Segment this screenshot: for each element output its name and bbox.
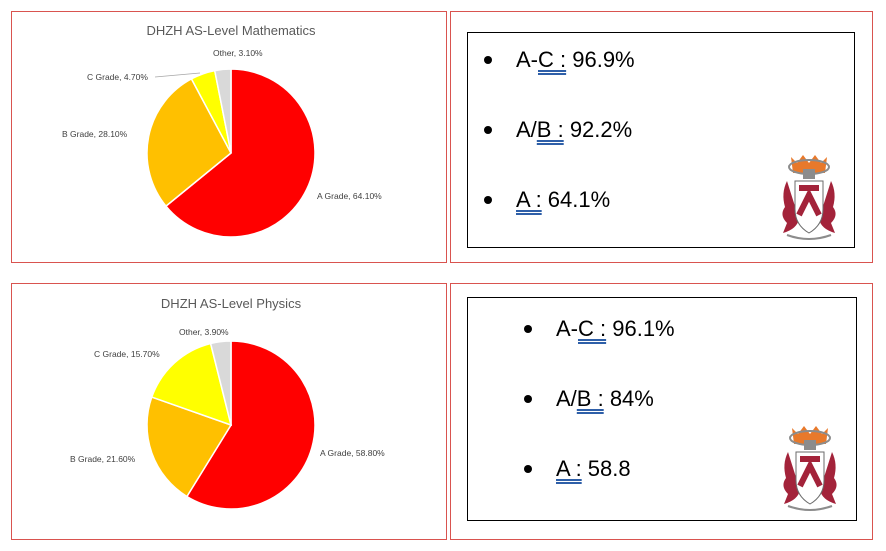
bullet-icon (524, 395, 532, 403)
stat-key: A- (556, 316, 578, 341)
bullet-icon (484, 56, 492, 64)
stat-key-underlined: A : (556, 456, 582, 481)
school-crest-icon (782, 155, 836, 240)
data-label: A Grade, 64.10% (317, 191, 382, 201)
data-label: C Grade, 15.70% (94, 349, 160, 359)
math-stats-panel: A-C : 96.9% A/B : 92.2% A : 64.1% (450, 11, 873, 263)
stat-row-a: A : 58.8 (524, 456, 631, 482)
stat-key-underlined: B : (576, 386, 604, 411)
school-crest-icon (783, 426, 837, 511)
pie-slice-other (213, 68, 232, 154)
math-stats-box: A-C : 96.9% A/B : 92.2% A : 64.1% (467, 32, 855, 248)
data-label: Other, 3.90% (179, 327, 229, 337)
stat-key: A/ (556, 386, 577, 411)
stat-key-underlined: A : (516, 187, 542, 212)
physics-chart-panel: DHZH AS-Level Physics A Grade, 58.80% B G… (11, 283, 447, 540)
physics-pie-chart: DHZH AS-Level Physics A Grade, 58.80% B G… (70, 296, 385, 510)
data-label: A Grade, 58.80% (320, 448, 385, 458)
stat-value: 92.2% (563, 117, 633, 142)
pie-slice-b-grade (146, 396, 233, 498)
chart-title: DHZH AS-Level Physics (161, 296, 302, 311)
pie-slice-a-grade (164, 68, 316, 238)
physics-stats-box: A-C : 96.1% A/B : 84% A : 58.8 (467, 297, 857, 521)
stat-key: A- (516, 47, 538, 72)
stat-key-underlined: C : (538, 47, 567, 72)
stat-value: 96.9% (566, 47, 635, 72)
bullet-icon (484, 126, 492, 134)
bullet-icon (484, 196, 492, 204)
stat-value: 84% (603, 386, 654, 411)
stat-row-a-c: A-C : 96.9% (484, 47, 635, 73)
data-label: B Grade, 21.60% (70, 454, 136, 464)
stat-row-a-c: A-C : 96.1% (524, 316, 675, 342)
math-pie-chart: DHZH AS-Level Mathematics A Grade, 64.10… (62, 23, 382, 238)
data-label: Other, 3.10% (213, 48, 263, 58)
pie-slice-a-grade (185, 340, 316, 510)
stat-key-underlined: B : (536, 117, 564, 142)
stat-key: A/ (516, 117, 537, 142)
stat-value: 58.8 (581, 456, 631, 481)
chart-title: DHZH AS-Level Mathematics (146, 23, 316, 38)
bullet-icon (524, 465, 532, 473)
bullet-icon (524, 325, 532, 333)
stat-value: 96.1% (606, 316, 675, 341)
math-chart-panel: DHZH AS-Level Mathematics A Grade, 64.10… (11, 11, 447, 263)
data-label: B Grade, 28.10% (62, 129, 128, 139)
pie-slice-other (209, 340, 232, 426)
pie-slice-c-grade (150, 342, 233, 427)
stat-row-a: A : 64.1% (484, 187, 611, 213)
stat-value: 64.1% (541, 187, 611, 212)
leader-line (154, 72, 201, 78)
stat-key-underlined: C : (578, 316, 607, 341)
data-label: C Grade, 4.70% (87, 72, 148, 82)
pie-slice-b-grade (146, 77, 232, 208)
stat-row-a-b: A/B : 84% (524, 386, 654, 412)
stat-row-a-b: A/B : 92.2% (484, 117, 633, 143)
physics-stats-panel: A-C : 96.1% A/B : 84% A : 58.8 (450, 283, 873, 540)
